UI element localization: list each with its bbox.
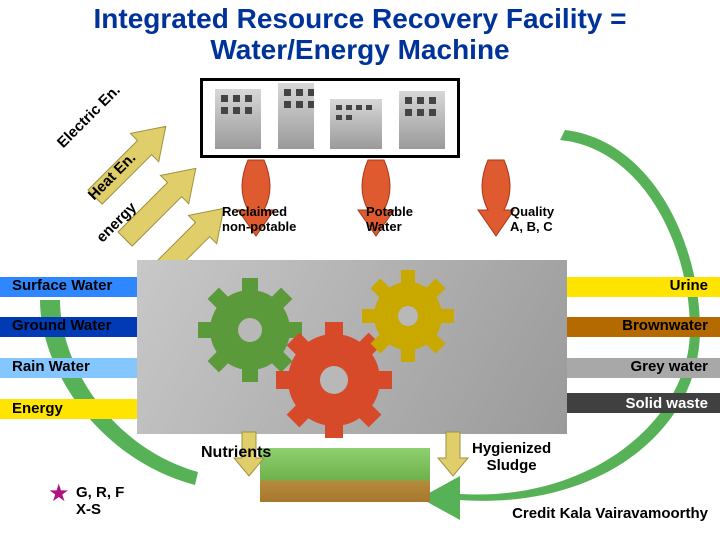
footer-grf-line2: X-S [76, 501, 101, 518]
label-greywater: Grey water [624, 356, 714, 377]
building-icon [215, 89, 261, 149]
output-label: A, B, C [510, 219, 553, 234]
label-brownwater: Brownwater [616, 315, 714, 336]
building-icon [330, 99, 382, 149]
output-label: Potable [366, 204, 413, 219]
output-label: Water [366, 219, 402, 234]
buildings-box [200, 78, 460, 158]
output-potable: Potable Water [366, 205, 458, 235]
page-title: Integrated Resource Recovery Facility = … [0, 4, 720, 66]
label-surface-water: Surface Water [6, 275, 118, 296]
output-labels: Reclaimed non-potable Potable Water Qual… [222, 205, 602, 235]
label-ground-water: Ground Water [6, 315, 117, 336]
footer-grf: G, R, F X-S [76, 484, 124, 519]
label-nutrients: Nutrients [201, 444, 271, 462]
output-reclaimed: Reclaimed non-potable [222, 205, 314, 235]
label-sludge: HygienizedSludge [472, 440, 551, 475]
star-icon: ★ [48, 479, 70, 508]
building-icon [399, 91, 445, 149]
label-energy: Energy [6, 398, 69, 419]
output-label: Quality [510, 204, 554, 219]
footer-credit: Credit Kala Vairavamoorthy [512, 505, 708, 522]
label-solidwaste: Solid waste [619, 393, 714, 414]
label-sludge-text: HygienizedSludge [472, 440, 551, 474]
output-quality: Quality A, B, C [510, 205, 602, 235]
output-label: Reclaimed [222, 204, 287, 219]
output-label: non-potable [222, 219, 296, 234]
label-rain-water: Rain Water [6, 356, 96, 377]
label-urine: Urine [664, 275, 714, 296]
building-icon [278, 83, 314, 149]
footer-grf-line1: G, R, F [76, 484, 124, 501]
